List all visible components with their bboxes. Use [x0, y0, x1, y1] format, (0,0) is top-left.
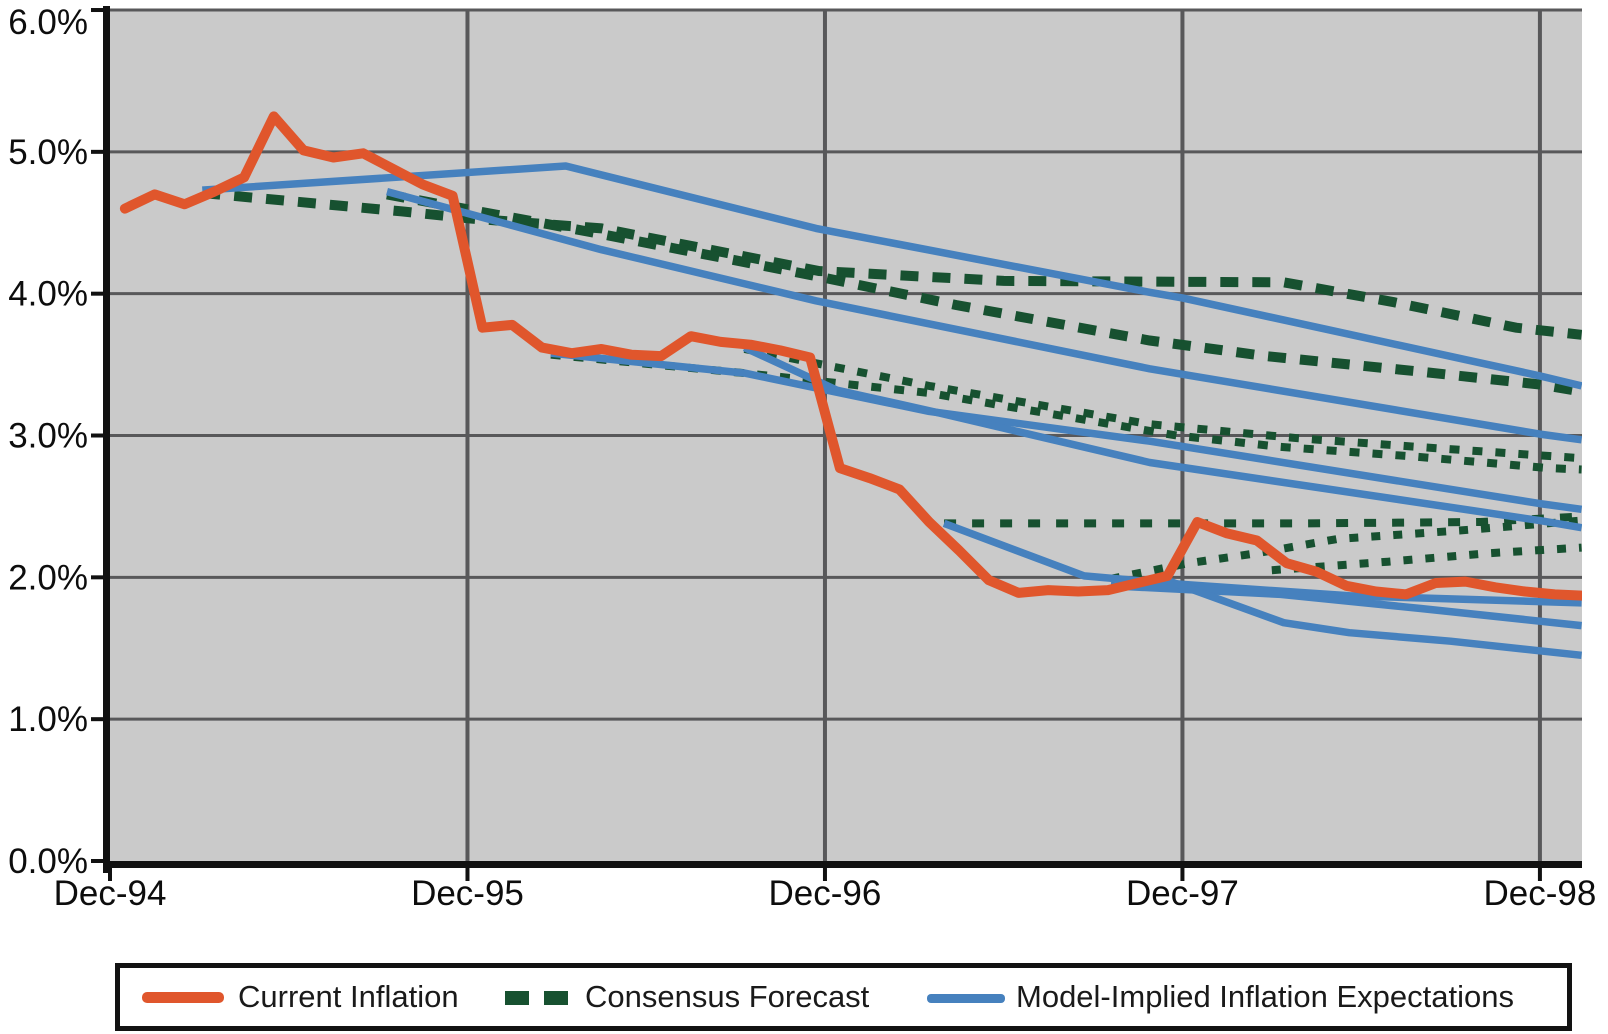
y-tick-label: 4.0% — [8, 275, 88, 314]
x-axis-spine — [103, 861, 1582, 868]
y-tick-label: 3.0% — [8, 417, 88, 456]
consensus-forecast-line — [201, 188, 1582, 340]
model-implied-line-swatch — [927, 994, 1005, 1003]
legend-label-model-implied: Model-Implied Inflation Expectations — [1016, 979, 1514, 1014]
y-tick — [91, 717, 103, 722]
x-tick-label: Dec-98 — [1484, 874, 1597, 913]
x-tick-label: Dec-94 — [54, 874, 167, 913]
legend-label-consensus-forecast: Consensus Forecast — [585, 979, 870, 1014]
x-tick-label: Dec-97 — [1126, 874, 1239, 913]
x-tick — [1537, 868, 1542, 881]
consensus-forecast-line — [944, 512, 1582, 528]
model-implied-line — [550, 349, 1582, 514]
y-tick-label: 5.0% — [8, 133, 88, 172]
chart-canvas: 6.0% 5.0% 4.0% 3.0% 2.0% 1.0% 0.0%Dec-94 Dec-95… — [8, 3, 1597, 913]
x-tick — [108, 868, 112, 881]
consensus-forecast-line — [386, 189, 1582, 397]
chart-legend: Current Inflation Consensus Forecast Mod… — [115, 963, 1572, 1031]
y-axis-spine — [103, 6, 110, 873]
y-tick — [91, 149, 103, 154]
x-tick — [1180, 868, 1185, 881]
consensus-forecast-line — [1271, 543, 1582, 575]
y-tick — [91, 291, 103, 296]
legend-label-current-inflation: Current Inflation — [238, 979, 459, 1014]
model-implied-line — [1157, 573, 1582, 660]
x-tick — [465, 868, 470, 881]
consensus-forecast-line — [743, 345, 1582, 463]
current-inflation-line — [119, 111, 1582, 601]
y-tick-label: 0.0% — [8, 842, 88, 881]
y-tick — [91, 8, 103, 13]
current-inflation-line-swatch — [142, 992, 224, 1003]
y-tick — [91, 433, 103, 438]
x-tick-label: Dec-95 — [411, 874, 524, 913]
model-implied-line — [386, 187, 1582, 444]
x-tick-label: Dec-96 — [769, 874, 882, 913]
model-implied-line — [202, 162, 1582, 390]
y-tick-label: 1.0% — [8, 700, 88, 739]
x-tick — [822, 868, 827, 881]
y-tick — [91, 575, 103, 580]
consensus-forecast-dash-swatch — [505, 991, 529, 1005]
consensus-forecast-dash-swatch — [544, 991, 568, 1005]
y-tick-label: 6.0% — [8, 3, 88, 42]
y-tick — [91, 859, 103, 863]
y-tick-label: 2.0% — [8, 558, 88, 597]
